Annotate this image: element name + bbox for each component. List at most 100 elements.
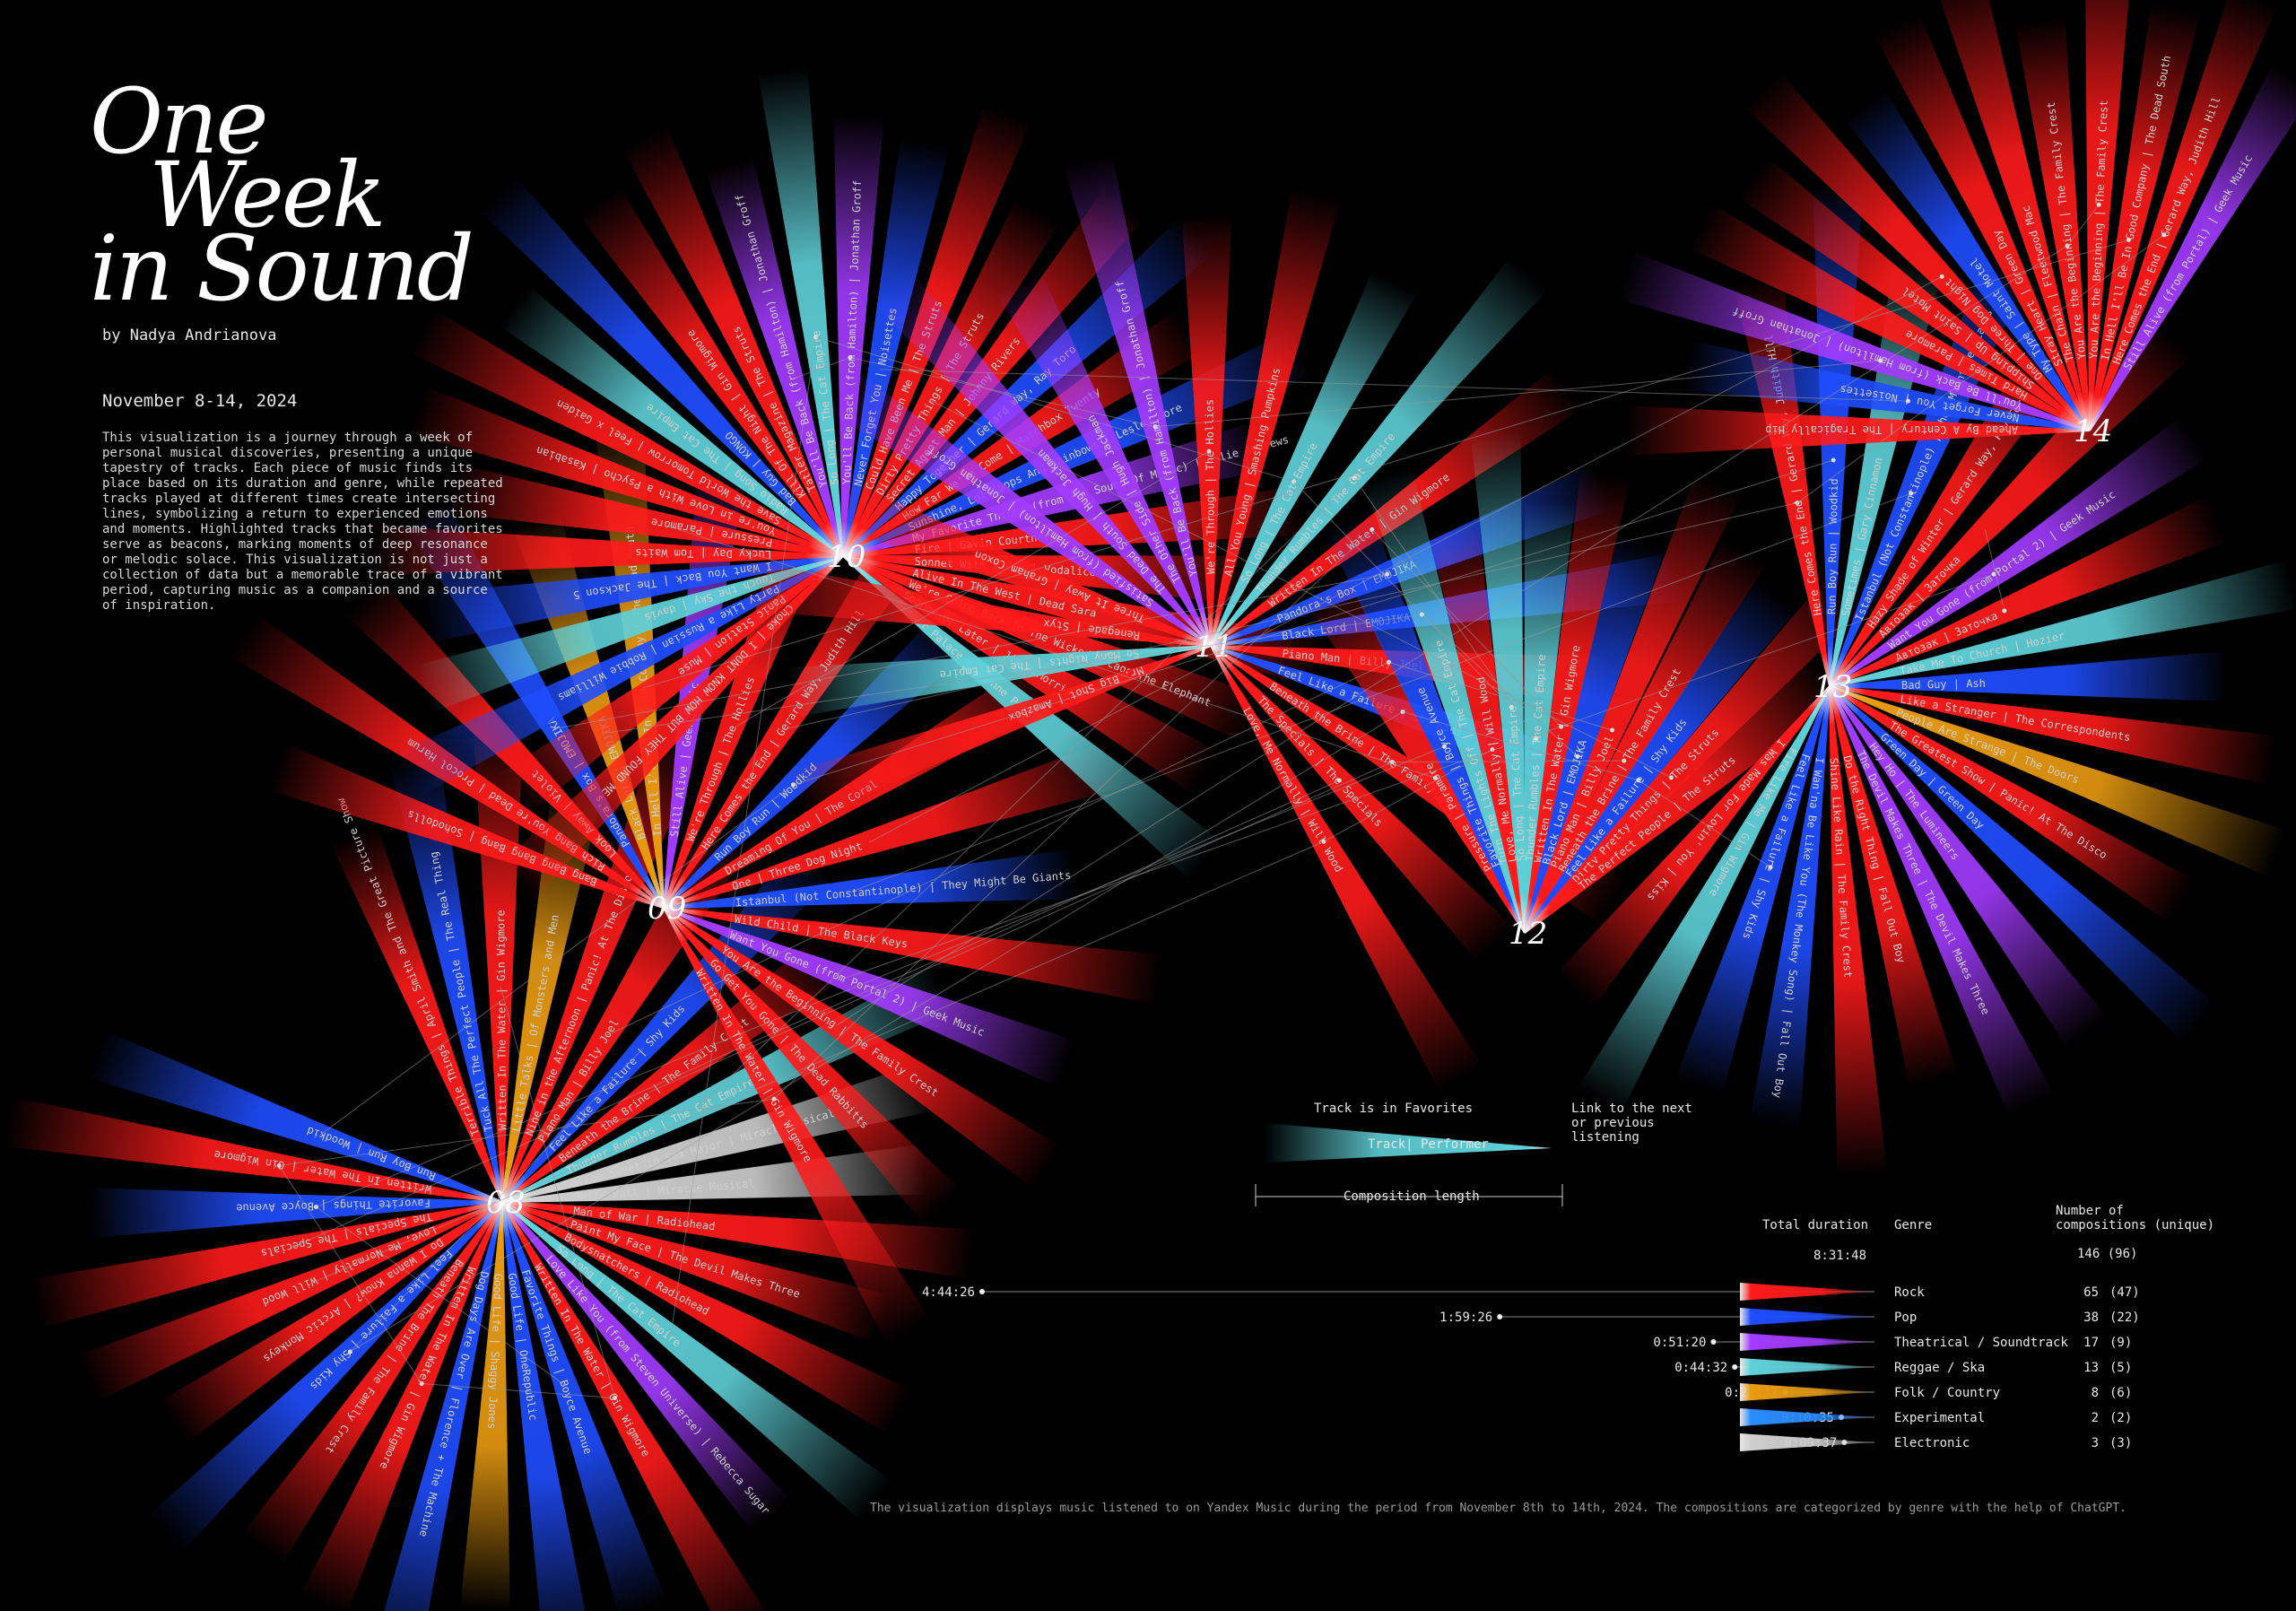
legend-length: Composition length [1344, 1189, 1480, 1204]
repeat-link [1638, 779, 1771, 868]
track-ray [663, 907, 1063, 1189]
repeat-link [1796, 234, 2165, 504]
link-dot [1622, 758, 1627, 763]
repeat-link [730, 450, 1210, 730]
repeat-link [1392, 760, 1624, 763]
track-ray [1736, 156, 2091, 431]
track-ray [1554, 685, 1831, 1007]
track-ray [2084, 0, 2135, 431]
genre-count: 3 [2092, 1436, 2099, 1450]
col-duration: Total duration [1762, 1218, 1868, 1232]
track-11-8: We're Through | The Hollies [1181, 213, 1232, 647]
track-ray [1829, 685, 2288, 878]
track-ray [1210, 269, 1418, 647]
track-ray [1524, 470, 1631, 934]
repeat-link [781, 502, 1798, 731]
col-count: Number of compositions (unique) [2056, 1204, 2214, 1232]
track-ray [497, 555, 844, 816]
track-ray [366, 1201, 503, 1611]
repeat-link [1371, 529, 1561, 727]
track-ray [663, 907, 931, 1345]
track-ray [1829, 685, 1888, 1178]
track-ray [393, 555, 844, 799]
link-dot [1991, 571, 1996, 577]
track-ray [240, 1201, 503, 1564]
genre-name: Electronic [1894, 1436, 1970, 1450]
genre-unique: (6) [2109, 1386, 2132, 1400]
track-ray [831, 479, 1212, 647]
track-ray [1210, 645, 1515, 962]
track-ray [498, 285, 844, 557]
track-ray [1829, 685, 2196, 924]
genre-swatch [1740, 1358, 1874, 1376]
duration-value: 4:44:26 [922, 1285, 975, 1300]
link-dot [2126, 237, 2131, 242]
track-ray [501, 1201, 668, 1611]
genre-count: 38 [2083, 1311, 2099, 1325]
repeat-link [316, 745, 1445, 1207]
genre-swatch [1740, 1433, 1874, 1451]
genre-name: Experimental [1894, 1411, 1985, 1425]
repeat-link [1402, 710, 1639, 781]
track-ray [1829, 685, 2109, 1049]
link-dot [1336, 778, 1342, 783]
genre-name: Folk / Country [1894, 1386, 2000, 1400]
track-14-0: Ahead By A Century | The Tragically Hip [1624, 405, 2090, 456]
track-ray [1063, 152, 1212, 647]
track-ray [414, 555, 844, 714]
track-label: Written In The Water | Gin Wigmore [494, 910, 509, 1130]
duration-dot [1497, 1314, 1503, 1319]
repeat-link [649, 762, 1393, 1093]
track-ray [1524, 534, 1666, 934]
track-ray [825, 368, 1212, 647]
track-ray [1932, 0, 2091, 431]
day-number: 12 [1509, 916, 1547, 952]
link-dot [1905, 398, 1910, 404]
total-duration: 8:31:48 [1813, 1249, 1866, 1263]
track-ray [578, 185, 844, 557]
footer-note: The visualization displays music listene… [870, 1502, 2126, 1515]
track-ray [300, 1201, 503, 1611]
repeat-link [773, 529, 1373, 1100]
track-ray [1210, 187, 1342, 647]
track-ray [501, 790, 601, 1203]
repeat-link [1353, 477, 1537, 739]
track-ray [2089, 64, 2296, 431]
genre-unique: (22) [2109, 1311, 2140, 1325]
link-dot [1668, 775, 1674, 780]
track-ray [1743, 71, 2091, 431]
track-ray [2089, 2, 2201, 431]
repeat-link [700, 477, 1355, 1106]
track-ray [2089, 0, 2279, 431]
track-ray [501, 1201, 775, 1611]
track-ray [2, 1096, 503, 1203]
track-ray [1363, 466, 1526, 934]
day-number: 14 [2074, 414, 2112, 449]
track-ray [621, 125, 844, 557]
byline: by Nadya Andrianova [102, 327, 277, 344]
genre-count: 65 [2083, 1285, 2099, 1300]
track-ray [1829, 416, 2209, 687]
track-ray [2014, 16, 2091, 431]
repeat-link [1323, 749, 1493, 842]
track-ray [1524, 472, 1743, 934]
track-ray [1524, 570, 1869, 934]
track-ray [1829, 685, 2055, 1117]
track-ray [368, 525, 844, 576]
repeat-link [1984, 529, 2005, 612]
track-ray [501, 1201, 913, 1435]
link-dot [1509, 704, 1514, 710]
repeat-link [278, 1165, 422, 1384]
repeat-link [791, 357, 851, 380]
repeat-link [279, 1098, 775, 1167]
track-13-9: Bad Guy | Ash [1829, 650, 2228, 701]
title-line-3: in Sound [90, 216, 474, 321]
track-ray [1577, 685, 1831, 1113]
track-ray [736, 560, 1212, 647]
track-ray [1524, 500, 1575, 934]
track-label: Lucky Day | Tom Waits [635, 546, 771, 561]
track-ray [663, 907, 961, 1224]
track-ray [266, 742, 665, 909]
track-ray [1304, 576, 1526, 934]
track-ray [478, 175, 844, 557]
